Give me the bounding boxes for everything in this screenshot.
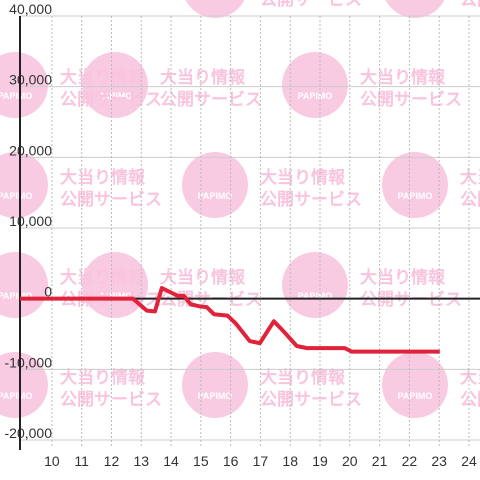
watermark-text: 公開サービス	[460, 0, 480, 9]
watermark-text: 大当り情報	[60, 267, 146, 287]
watermark-text: 公開サービス	[60, 90, 162, 109]
watermark-logo-text: PAPIMO	[98, 291, 133, 301]
watermark-logo-text: PAPIMO	[0, 291, 32, 301]
watermark-text: 公開サービス	[260, 0, 362, 9]
watermark-text: 公開サービス	[360, 90, 462, 109]
watermark-logo-text: PAPIMO	[0, 391, 32, 401]
y-tick-label: -20,000	[5, 425, 53, 441]
watermark-text: 公開サービス	[260, 190, 362, 209]
watermark-logo-text: PAPIMO	[398, 191, 433, 201]
watermark-logo-text: PAPIMO	[398, 0, 433, 1]
watermark-text: 大当り情報	[360, 67, 446, 87]
watermark-logo-text: PAPIMO	[198, 391, 233, 401]
watermark-text: 公開サービス	[60, 390, 162, 409]
x-tick-label: 22	[402, 453, 418, 469]
watermark-logo-text: PAPIMO	[198, 191, 233, 201]
watermark-text: 大当り情報	[60, 367, 146, 387]
watermark-logo	[382, 352, 448, 418]
watermark-logo	[185, 0, 245, 18]
watermark-logo-text: PAPIMO	[98, 91, 133, 101]
watermark-text: 公開サービス	[460, 390, 480, 409]
watermark-logo	[82, 52, 148, 118]
watermark-text: 大当り情報	[360, 267, 446, 287]
x-tick-label: 13	[133, 453, 149, 469]
x-tick-label: 15	[193, 453, 209, 469]
y-tick-label: 20,000	[9, 142, 52, 158]
watermark-logo	[382, 152, 448, 218]
watermark-logo	[182, 152, 248, 218]
watermark-text: 公開サービス	[260, 390, 362, 409]
watermark-text: 公開サービス	[160, 90, 262, 109]
x-tick-label: 16	[223, 453, 239, 469]
watermark-logo	[182, 352, 248, 418]
data-line	[20, 286, 440, 354]
x-tick-label: 14	[163, 453, 179, 469]
x-tick-label: 21	[372, 453, 388, 469]
x-tick-label: 20	[342, 453, 358, 469]
watermark-text: 大当り情報	[460, 367, 480, 387]
x-tick-label: 23	[431, 453, 447, 469]
x-tick-label: 24	[461, 453, 477, 469]
y-tick-label: 10,000	[9, 213, 52, 229]
x-tick-label: 18	[282, 453, 298, 469]
y-tick-label: -10,000	[5, 354, 53, 370]
watermark-logo	[385, 0, 445, 18]
watermark-text: 公開サービス	[460, 190, 480, 209]
watermark-text: 大当り情報	[160, 267, 246, 287]
watermark-logo	[0, 52, 48, 118]
watermark-logo	[282, 252, 348, 318]
watermark-text: 大当り情報	[60, 167, 146, 187]
watermark-logo-text: PAPIMO	[298, 91, 333, 101]
watermark-logo	[82, 252, 148, 318]
x-tick-label: 19	[312, 453, 328, 469]
plot: -20,000 -10,000 0 10,000 20,000 30,000 40,000 1…	[5, 1, 477, 469]
watermark-logo-text: PAPIMO	[0, 91, 32, 101]
y-tick-label: 30,000	[9, 72, 52, 88]
watermark-logo	[0, 252, 48, 318]
watermark-logo	[0, 152, 48, 218]
watermark-text: 大当り情報	[260, 367, 346, 387]
watermark-text: 大当り情報	[60, 67, 146, 87]
watermark-logo	[0, 352, 48, 418]
watermark-logo	[282, 52, 348, 118]
watermark-logo-text: PAPIMO	[398, 391, 433, 401]
y-tick-label: 0	[44, 284, 52, 300]
y-tick-label: 40,000	[9, 1, 52, 17]
watermark-text: 公開サービス	[60, 190, 162, 209]
x-tick-label: 10	[44, 453, 60, 469]
watermark-logo-text: PAPIMO	[0, 191, 32, 201]
watermark-logo-text: PAPIMO	[298, 291, 333, 301]
watermark-text: 大当り情報	[260, 167, 346, 187]
watermark-text: 大当り情報	[460, 167, 480, 187]
watermark-text: 大当り情報	[160, 67, 246, 87]
x-tick-label: 17	[253, 453, 269, 469]
x-tick-label: 12	[104, 453, 120, 469]
watermark-logo-text: PAPIMO	[198, 0, 233, 1]
x-tick-label: 11	[74, 453, 89, 469]
